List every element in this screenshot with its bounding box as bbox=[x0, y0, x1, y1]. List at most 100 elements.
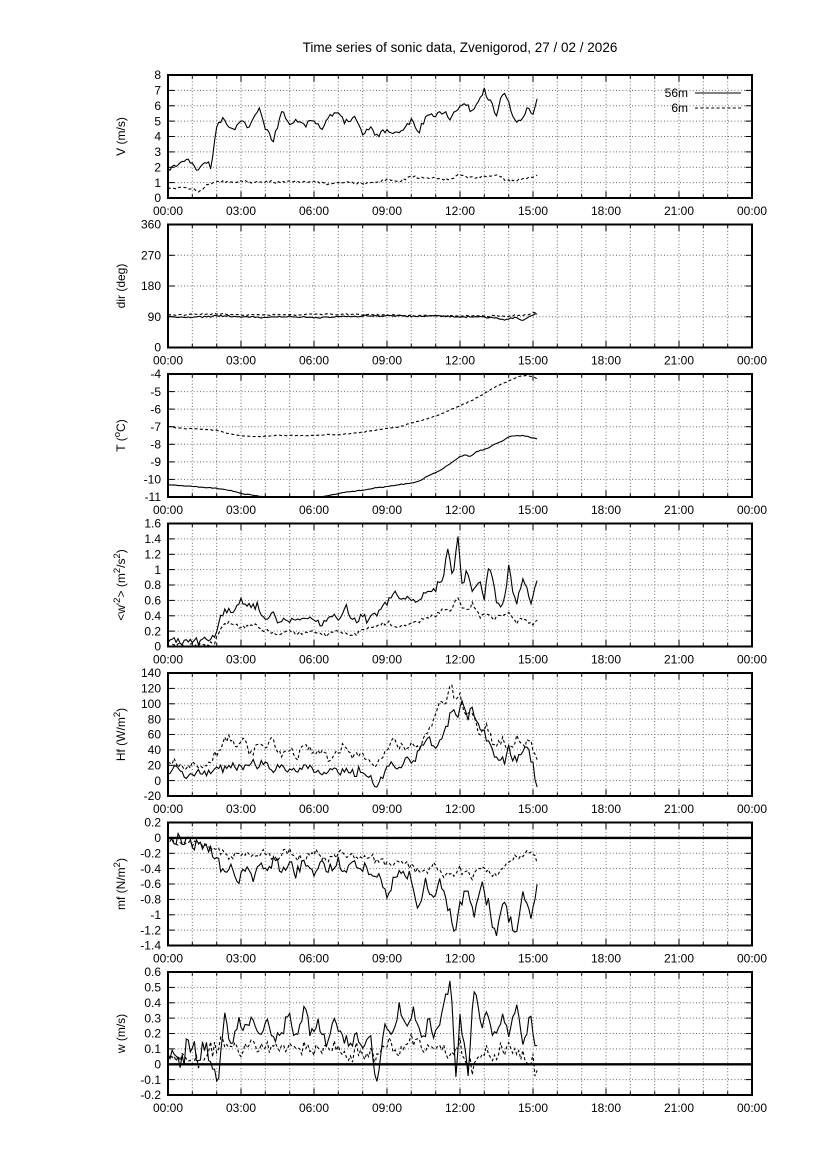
x-tick-label: 00:00 bbox=[153, 802, 183, 816]
y-axis-title: dir (deg) bbox=[114, 264, 128, 309]
x-tick-label: 09:00 bbox=[372, 653, 402, 667]
y-tick-label: 8 bbox=[154, 68, 161, 82]
x-tick-label: 00:00 bbox=[153, 1101, 183, 1115]
x-tick-label: 18:00 bbox=[591, 503, 621, 517]
x-tick-label: 21:00 bbox=[664, 354, 694, 368]
x-tick-label: 21:00 bbox=[664, 1101, 694, 1115]
series-6m-line bbox=[167, 684, 538, 771]
y-tick-label: 0 bbox=[154, 191, 161, 205]
x-ticks bbox=[167, 672, 753, 797]
y-tick-label: 7 bbox=[154, 84, 161, 98]
grid bbox=[168, 972, 752, 1095]
y-tick-label: 2 bbox=[154, 160, 161, 174]
y-tick-label: -8 bbox=[150, 437, 161, 451]
y-tick-label: 1.4 bbox=[144, 532, 161, 546]
x-ticks bbox=[167, 373, 753, 498]
x-tick-label: 18:00 bbox=[591, 354, 621, 368]
x-tick-label: 00:00 bbox=[737, 354, 767, 368]
x-tick-label: 15:00 bbox=[518, 1101, 548, 1115]
y-tick-label: -11 bbox=[145, 490, 162, 504]
x-tick-label: 00:00 bbox=[737, 653, 767, 667]
series-6m-line bbox=[167, 597, 538, 648]
x-tick-label: 18:00 bbox=[591, 653, 621, 667]
series-6m-line bbox=[167, 1033, 538, 1077]
y-tick-label: 4 bbox=[154, 130, 161, 144]
x-tick-label: 12:00 bbox=[445, 1101, 475, 1115]
y-tick-label: 1.6 bbox=[144, 517, 161, 531]
x-tick-label: 21:00 bbox=[664, 802, 694, 816]
y-tick-label: 270 bbox=[141, 248, 161, 262]
x-tick-label: 03:00 bbox=[226, 802, 256, 816]
y-tick-label: -0.1 bbox=[140, 1073, 161, 1087]
x-tick-label: 09:00 bbox=[372, 952, 402, 966]
y-tick-label: 140 bbox=[141, 666, 161, 680]
panel-T: -11 -10 -9 -8 -7 -6 -5 -4 00:00 03:00 06:00 09:00 12… bbox=[112, 367, 767, 517]
y-tick-label: -10 bbox=[144, 473, 162, 487]
x-tick-label: 15:00 bbox=[518, 354, 548, 368]
x-tick-label: 06:00 bbox=[299, 354, 329, 368]
y-tick-label: 40 bbox=[148, 743, 162, 757]
y-axis-title: mf (N/m2) bbox=[112, 858, 128, 910]
series-56m-line bbox=[167, 87, 538, 171]
y-axis-title: V (m/s) bbox=[114, 117, 128, 156]
x-tick-label: 06:00 bbox=[299, 1101, 329, 1115]
x-tick-label: 00:00 bbox=[153, 503, 183, 517]
x-tick-label: 15:00 bbox=[518, 802, 548, 816]
y-tick-label: 0.5 bbox=[144, 981, 161, 995]
series-6m-line bbox=[168, 374, 538, 438]
y-tick-label: 6 bbox=[154, 99, 161, 113]
x-tick-label: 18:00 bbox=[591, 1101, 621, 1115]
x-tick-label: 12:00 bbox=[445, 354, 475, 368]
y-tick-label: 1 bbox=[154, 176, 161, 190]
x-tick-label: 09:00 bbox=[372, 354, 402, 368]
x-tick-label: 12:00 bbox=[445, 503, 475, 517]
x-tick-label: 18:00 bbox=[591, 802, 621, 816]
grid bbox=[168, 374, 752, 497]
x-ticks bbox=[167, 74, 753, 199]
y-tick-label: -7 bbox=[150, 420, 161, 434]
y-axis-title: Hf (W/m2) bbox=[112, 708, 128, 761]
grid bbox=[168, 224, 752, 348]
x-tick-label: 00:00 bbox=[737, 952, 767, 966]
x-tick-label: 03:00 bbox=[226, 653, 256, 667]
grid bbox=[168, 673, 752, 796]
y-tick-label: -20 bbox=[144, 789, 162, 803]
x-tick-label: 00:00 bbox=[737, 1101, 767, 1115]
x-tick-label: 09:00 bbox=[372, 1101, 402, 1115]
x-ticks bbox=[167, 971, 753, 1096]
y-axis-title: w (m/s) bbox=[114, 1014, 128, 1054]
y-axis-title: <w'2> (m2/s2) bbox=[112, 549, 128, 621]
y-tick-label: 120 bbox=[141, 682, 161, 696]
x-tick-label: 03:00 bbox=[226, 503, 256, 517]
x-tick-label: 06:00 bbox=[299, 204, 329, 218]
y-axis-title: T (oC) bbox=[112, 419, 128, 451]
y-tick-label: -1.4 bbox=[140, 939, 161, 953]
series-56m-line bbox=[167, 313, 538, 321]
y-tick-label: 0.3 bbox=[144, 1011, 161, 1025]
chart-title: Time series of sonic data, Zvenigorod, 2… bbox=[303, 40, 618, 55]
y-tick-label: 0 bbox=[154, 640, 161, 654]
x-ticks bbox=[167, 523, 753, 647]
x-tick-label: 03:00 bbox=[226, 354, 256, 368]
panel-w: -0.2-0.1 00.10.2 0.30.40.5 0.6 00:00 03:00 06:… bbox=[114, 965, 767, 1115]
y-tick-label: 0.2 bbox=[144, 624, 161, 638]
x-tick-label: 03:00 bbox=[226, 952, 256, 966]
panel-dir: 0 90 180 270 360 00:00 03:00 06:00 09:00 12:00 15:… bbox=[114, 218, 767, 368]
y-tick-label: -0.2 bbox=[140, 846, 161, 860]
y-tick-label: 60 bbox=[148, 728, 162, 742]
y-tick-label: 100 bbox=[141, 697, 161, 711]
y-tick-label: 20 bbox=[148, 758, 162, 772]
y-tick-label: 5 bbox=[154, 114, 161, 128]
y-tick-label: 0 bbox=[154, 1057, 161, 1071]
grid bbox=[168, 523, 752, 647]
x-tick-label: 15:00 bbox=[518, 503, 548, 517]
series-56m-line bbox=[167, 980, 538, 1083]
x-tick-label: 21:00 bbox=[664, 952, 694, 966]
x-ticks bbox=[167, 224, 753, 348]
y-tick-label: 0.4 bbox=[144, 996, 161, 1010]
y-tick-label: -0.6 bbox=[140, 877, 161, 891]
y-tick-label: 180 bbox=[141, 279, 161, 293]
